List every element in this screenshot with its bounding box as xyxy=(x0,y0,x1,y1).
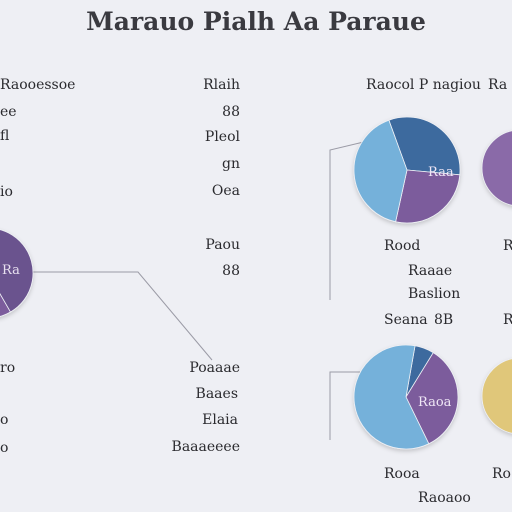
pie-slice xyxy=(353,119,408,223)
right-header-label: Ra xyxy=(488,77,507,93)
pie-slice xyxy=(0,229,34,313)
mid-label: gn xyxy=(222,156,240,172)
pie-slice xyxy=(388,116,461,176)
connector-right-bottom xyxy=(329,371,360,440)
left-label: o xyxy=(0,440,8,456)
mid-label: Baaes xyxy=(196,386,238,402)
pie-bottom-right xyxy=(481,358,512,434)
middle-column-labels: Rlaih 88 Pleol gn Oea Paou 88 Poaaae Baa… xyxy=(172,77,241,455)
right-label: Ro xyxy=(492,466,511,482)
pie-slice xyxy=(481,130,512,206)
pie-inner-label: Raa xyxy=(428,165,454,180)
pie-inner-label: Raoa xyxy=(418,395,452,410)
left-label: Raooessoe xyxy=(0,77,75,93)
connector-left xyxy=(32,271,213,361)
right-header-labels: Raocol P nagiou Ra xyxy=(366,77,507,93)
pie-slice xyxy=(395,169,461,224)
right-bottom-labels: Rooa Raoaoo Ro xyxy=(384,466,511,506)
connector-lines xyxy=(32,139,373,440)
chart-title: Marauo Pialh Aa Paraue xyxy=(86,7,426,36)
right-label: 8B xyxy=(434,312,453,328)
pie-slice xyxy=(0,292,12,317)
left-label: ro xyxy=(0,360,15,376)
left-label: o xyxy=(0,412,8,428)
pie-slice xyxy=(405,352,459,445)
pie-top-right xyxy=(481,130,512,206)
mid-label: Baaaeeee xyxy=(172,439,240,455)
mid-label: Elaia xyxy=(202,412,238,428)
right-label: Raoaoo xyxy=(418,490,471,506)
left-label: io xyxy=(0,184,13,200)
right-label: Ra xyxy=(503,238,512,254)
mid-label: Pleol xyxy=(205,129,241,145)
mid-label: Rlaih xyxy=(203,77,240,93)
mid-label: 88 xyxy=(222,104,240,120)
connector-right-top xyxy=(329,139,373,300)
right-label: Raaae xyxy=(408,263,452,279)
right-header-label: Raocol P nagiou xyxy=(366,77,481,93)
right-middle-labels: Rood Raaae Baslion Seana 8B Ra Rs xyxy=(384,238,512,328)
mid-label: Paou xyxy=(205,237,240,253)
right-label: Baslion xyxy=(408,286,460,302)
right-label: Rood xyxy=(384,238,420,254)
left-label: fl xyxy=(0,128,9,144)
pie-slice xyxy=(481,358,512,434)
mid-label: Oea xyxy=(212,183,240,199)
mid-label: 88 xyxy=(222,263,240,279)
right-label: Rs xyxy=(503,312,512,328)
mid-label: Poaaae xyxy=(189,360,240,376)
left-column-labels: Raooessoe ee fl io ro o o xyxy=(0,77,75,456)
left-label: ee xyxy=(0,104,17,120)
pie-inner-label: Ra xyxy=(2,263,20,278)
pie-left xyxy=(0,229,34,317)
right-label: Rooa xyxy=(384,466,420,482)
pie-slice xyxy=(353,344,430,450)
right-label: Seana xyxy=(384,312,428,328)
pie-bottom-middle xyxy=(353,344,459,450)
pie-top-middle xyxy=(353,116,461,224)
